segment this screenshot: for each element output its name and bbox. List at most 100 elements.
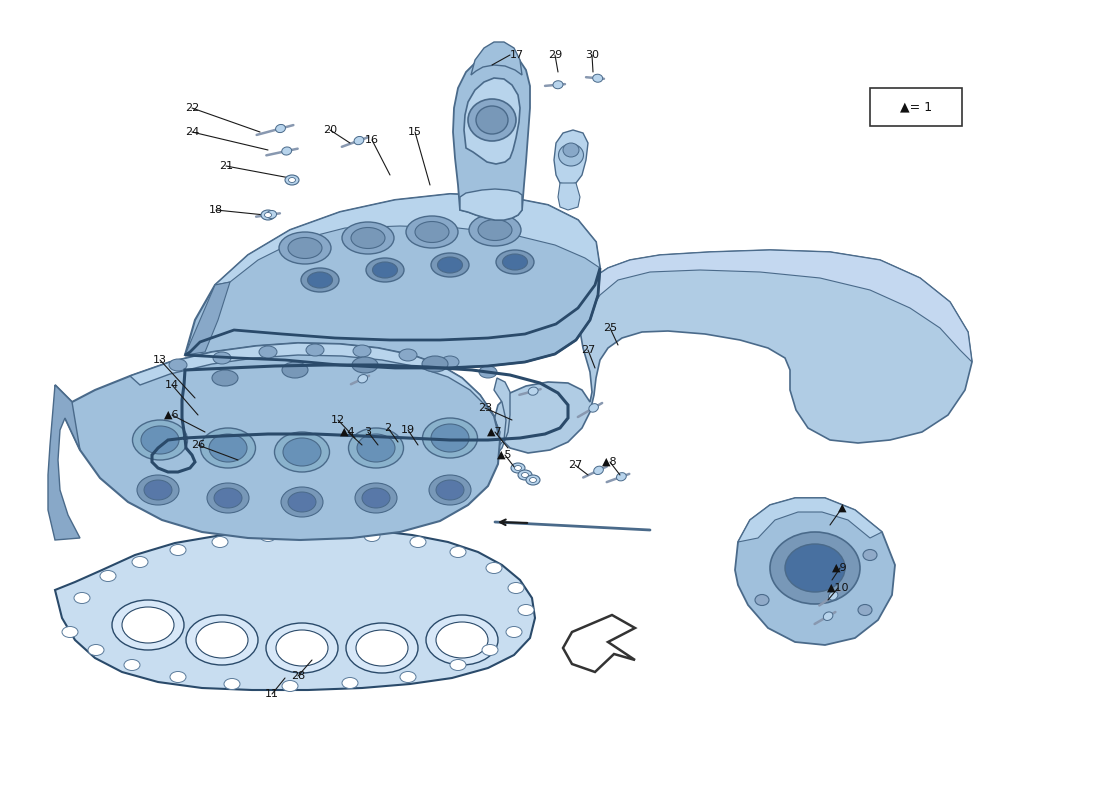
Text: 24: 24 (185, 127, 199, 137)
Ellipse shape (308, 272, 332, 288)
Text: 21: 21 (219, 161, 233, 171)
Polygon shape (738, 498, 882, 542)
Ellipse shape (366, 258, 404, 282)
Ellipse shape (518, 470, 532, 480)
Ellipse shape (346, 623, 418, 673)
Ellipse shape (441, 356, 459, 368)
Ellipse shape (785, 544, 845, 592)
Ellipse shape (301, 268, 339, 292)
Ellipse shape (279, 232, 331, 264)
Ellipse shape (373, 262, 397, 278)
Text: 15: 15 (408, 127, 422, 137)
Ellipse shape (468, 99, 516, 141)
Text: 12: 12 (331, 415, 345, 425)
Ellipse shape (482, 645, 498, 655)
Ellipse shape (356, 630, 408, 666)
Text: 26: 26 (191, 440, 205, 450)
Ellipse shape (186, 615, 258, 665)
Ellipse shape (436, 480, 464, 500)
Ellipse shape (138, 475, 179, 505)
Ellipse shape (170, 671, 186, 682)
Ellipse shape (266, 623, 338, 673)
Ellipse shape (342, 678, 358, 689)
Polygon shape (185, 194, 600, 368)
Ellipse shape (529, 478, 537, 482)
Ellipse shape (276, 630, 328, 666)
Ellipse shape (354, 137, 364, 145)
Text: ▲= 1: ▲= 1 (900, 101, 932, 114)
Ellipse shape (858, 605, 872, 615)
Ellipse shape (526, 475, 540, 485)
Ellipse shape (88, 645, 104, 655)
Ellipse shape (438, 257, 462, 273)
Text: 29: 29 (548, 50, 562, 60)
Ellipse shape (261, 210, 275, 220)
Polygon shape (55, 528, 535, 690)
Text: 30: 30 (585, 50, 600, 60)
Ellipse shape (362, 488, 390, 508)
Ellipse shape (770, 532, 860, 604)
Text: 22: 22 (185, 103, 199, 113)
Ellipse shape (132, 557, 148, 567)
Ellipse shape (450, 546, 466, 558)
Polygon shape (558, 183, 580, 210)
Ellipse shape (518, 605, 534, 615)
Ellipse shape (169, 359, 187, 371)
Ellipse shape (282, 362, 308, 378)
Ellipse shape (508, 582, 524, 594)
Ellipse shape (275, 432, 330, 472)
Ellipse shape (431, 424, 469, 452)
Ellipse shape (469, 214, 521, 246)
Ellipse shape (358, 374, 367, 383)
Ellipse shape (478, 219, 512, 241)
Polygon shape (735, 498, 895, 645)
Ellipse shape (521, 473, 528, 478)
Polygon shape (422, 378, 510, 472)
Ellipse shape (196, 622, 248, 658)
Text: 3: 3 (364, 427, 372, 437)
Ellipse shape (588, 404, 598, 412)
Ellipse shape (351, 227, 385, 249)
Polygon shape (185, 282, 230, 355)
Ellipse shape (62, 626, 78, 638)
Ellipse shape (422, 356, 448, 372)
Ellipse shape (426, 615, 498, 665)
Ellipse shape (755, 594, 769, 606)
Ellipse shape (436, 622, 488, 658)
Polygon shape (55, 343, 501, 540)
Ellipse shape (212, 370, 238, 386)
Polygon shape (578, 250, 972, 362)
Polygon shape (471, 42, 522, 75)
Polygon shape (554, 130, 588, 185)
Text: 27: 27 (581, 345, 595, 355)
Ellipse shape (288, 178, 296, 182)
Ellipse shape (288, 238, 322, 258)
Ellipse shape (450, 659, 466, 670)
Text: 17: 17 (510, 50, 524, 60)
Ellipse shape (112, 600, 184, 650)
Polygon shape (464, 78, 520, 164)
Polygon shape (214, 194, 600, 285)
Ellipse shape (864, 550, 877, 561)
Polygon shape (48, 385, 80, 540)
Ellipse shape (74, 593, 90, 603)
Text: 25: 25 (603, 323, 617, 333)
Ellipse shape (476, 106, 508, 134)
Text: 28: 28 (290, 671, 305, 681)
Ellipse shape (496, 250, 534, 274)
Ellipse shape (358, 434, 395, 462)
Ellipse shape (486, 562, 502, 574)
Polygon shape (453, 53, 530, 220)
Ellipse shape (553, 81, 563, 89)
Text: 20: 20 (323, 125, 337, 135)
Ellipse shape (170, 545, 186, 555)
Text: ▲9: ▲9 (833, 563, 848, 573)
Ellipse shape (353, 345, 371, 357)
Ellipse shape (288, 492, 316, 512)
Ellipse shape (400, 671, 416, 682)
Text: 16: 16 (365, 135, 380, 145)
Text: ▲5: ▲5 (497, 450, 513, 460)
Ellipse shape (399, 349, 417, 361)
Text: 2: 2 (384, 423, 392, 433)
Ellipse shape (823, 612, 833, 621)
